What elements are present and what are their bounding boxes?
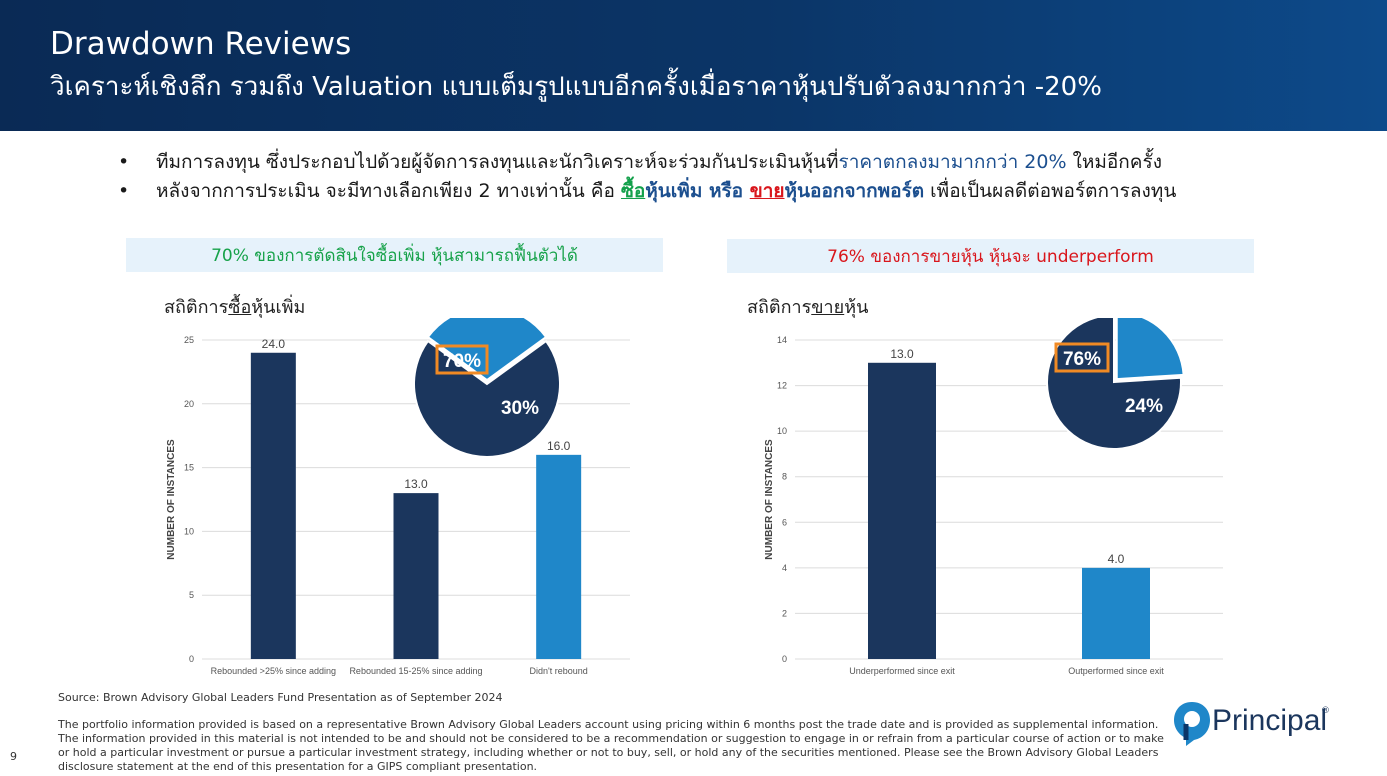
bullet-text-part: เพื่อเป็นผลดีต่อพอร์ตการลงทุน <box>924 180 1177 202</box>
x-category-label: Underperformed since exit <box>849 666 955 676</box>
y-tick-label: 15 <box>184 463 194 473</box>
highlight-box <box>435 344 489 375</box>
label-part: สถิติการ <box>164 297 229 318</box>
page-number: 9 <box>10 750 17 763</box>
page-subtitle: วิเคราะห์เชิงลึก รวมถึง Valuation แบบเต็… <box>50 72 1102 102</box>
disclaimer-text: The portfolio information provided is ba… <box>58 718 1164 773</box>
y-tick-label: 2 <box>782 608 787 618</box>
bullet-dot-icon: • <box>118 151 130 173</box>
logo-registered-mark: ® <box>1321 706 1330 716</box>
highlight-box <box>1054 342 1110 373</box>
bar-value-label: 16.0 <box>547 439 571 453</box>
pie-label: 76% <box>1063 349 1101 370</box>
header-banner: Drawdown Reviews วิเคราะห์เชิงลึก รวมถึง… <box>0 0 1387 131</box>
pie-label: 30% <box>501 398 539 419</box>
y-tick-label: 25 <box>184 335 194 345</box>
bullet-text: ทีมการลงทุน ซึ่งประกอบไปด้วยผู้จัดการลงท… <box>156 148 1162 177</box>
y-tick-label: 20 <box>184 399 194 409</box>
label-part: สถิติการ <box>747 297 812 318</box>
bullet-text-part: ใหม่อีกครั้ง <box>1066 151 1163 173</box>
bullet-item: • ทีมการลงทุน ซึ่งประกอบไปด้วยผู้จัดการล… <box>118 148 1358 177</box>
logo-text: Principal <box>1212 704 1328 737</box>
y-tick-label: 0 <box>782 654 787 664</box>
highlight-price-drop: ราคาตกลงมามากกว่า 20% <box>838 151 1067 173</box>
x-category-label: Outperformed since exit <box>1068 666 1164 676</box>
buy-bar-chart: 0 5 10 15 20 25 NUMBER OF INSTANCES 24.0 Rebound… <box>166 318 630 676</box>
y-tick-label: 8 <box>782 472 787 482</box>
y-tick-label: 10 <box>777 426 787 436</box>
label-key: ขาย <box>811 297 845 318</box>
sell-bar-chart: 0 2 4 6 8 10 12 14 NUMBER OF INSTANCES 13.0 Underp… <box>764 318 1223 676</box>
bullet-text-part: หุ้นออกจากพอร์ต <box>784 180 925 202</box>
pie-slice <box>1046 318 1182 450</box>
bar-value-label: 13.0 <box>404 477 428 491</box>
bar-value-label: 24.0 <box>262 337 286 351</box>
highlight-sell: ขาย <box>749 180 785 202</box>
x-category-label: Rebounded >25% since adding <box>211 666 336 676</box>
bullet-item: • หลังจากการประเมิน จะมีทางเลือกเพียง 2 … <box>118 177 1358 206</box>
x-category-label: Rebounded 15-25% since adding <box>349 666 482 676</box>
source-note: Source: Brown Advisory Global Leaders Fu… <box>58 691 503 704</box>
bar <box>536 454 582 659</box>
y-axis-label: NUMBER OF INSTANCES <box>166 439 177 560</box>
page-title: Drawdown Reviews <box>50 26 352 62</box>
y-tick-label: 12 <box>777 381 787 391</box>
y-tick-label: 10 <box>184 526 194 536</box>
label-part: หุ้น <box>844 297 869 318</box>
highlight-buy: ซื้อ <box>620 180 646 202</box>
principal-logo-icon <box>1174 702 1210 746</box>
bar-value-label: 4.0 <box>1108 552 1125 566</box>
bullet-list: • ทีมการลงทุน ซึ่งประกอบไปด้วยผู้จัดการล… <box>118 148 1358 206</box>
callout-buy: 70% ของการตัดสินใจซื้อเพิ่ม หุ้นสามารถฟื… <box>126 238 663 272</box>
label-part: หุ้นเพิ่ม <box>251 297 306 318</box>
bullet-text: หลังจากการประเมิน จะมีทางเลือกเพียง 2 ทา… <box>156 177 1176 206</box>
buy-stats-label: สถิติการซื้อหุ้นเพิ่ม <box>164 292 305 321</box>
y-tick-label: 5 <box>189 590 194 600</box>
y-tick-label: 4 <box>782 563 787 573</box>
callout-sell: 76% ของการขายหุ้น หุ้นจะ underperform <box>727 239 1254 273</box>
y-tick-label: 14 <box>777 335 787 345</box>
pie-label: 70% <box>443 351 481 372</box>
bar <box>1082 567 1150 659</box>
principal-logo: Principal ® <box>1172 700 1332 748</box>
sell-stats-label: สถิติการขายหุ้น <box>747 292 868 321</box>
y-axis-label: NUMBER OF INSTANCES <box>764 439 775 560</box>
x-category-label: Didn't rebound <box>530 666 588 676</box>
bullet-text-part: หุ้นเพิ่ม หรือ <box>645 180 750 202</box>
bar <box>250 352 296 659</box>
pie-label: 24% <box>1125 396 1163 417</box>
bar <box>868 362 936 659</box>
pie-slice <box>1115 318 1185 381</box>
label-key: ซื้อ <box>228 297 252 318</box>
y-tick-label: 6 <box>782 517 787 527</box>
bullet-dot-icon: • <box>118 180 130 202</box>
bullet-text-part: ทีมการลงทุน ซึ่งประกอบไปด้วยผู้จัดการลงท… <box>156 151 839 173</box>
bar-value-label: 13.0 <box>890 347 914 361</box>
bullet-text-part: หลังจากการประเมิน จะมีทางเลือกเพียง 2 ทา… <box>156 180 621 202</box>
bar <box>393 493 439 659</box>
y-tick-label: 0 <box>189 654 194 664</box>
pie-slice <box>413 339 561 458</box>
